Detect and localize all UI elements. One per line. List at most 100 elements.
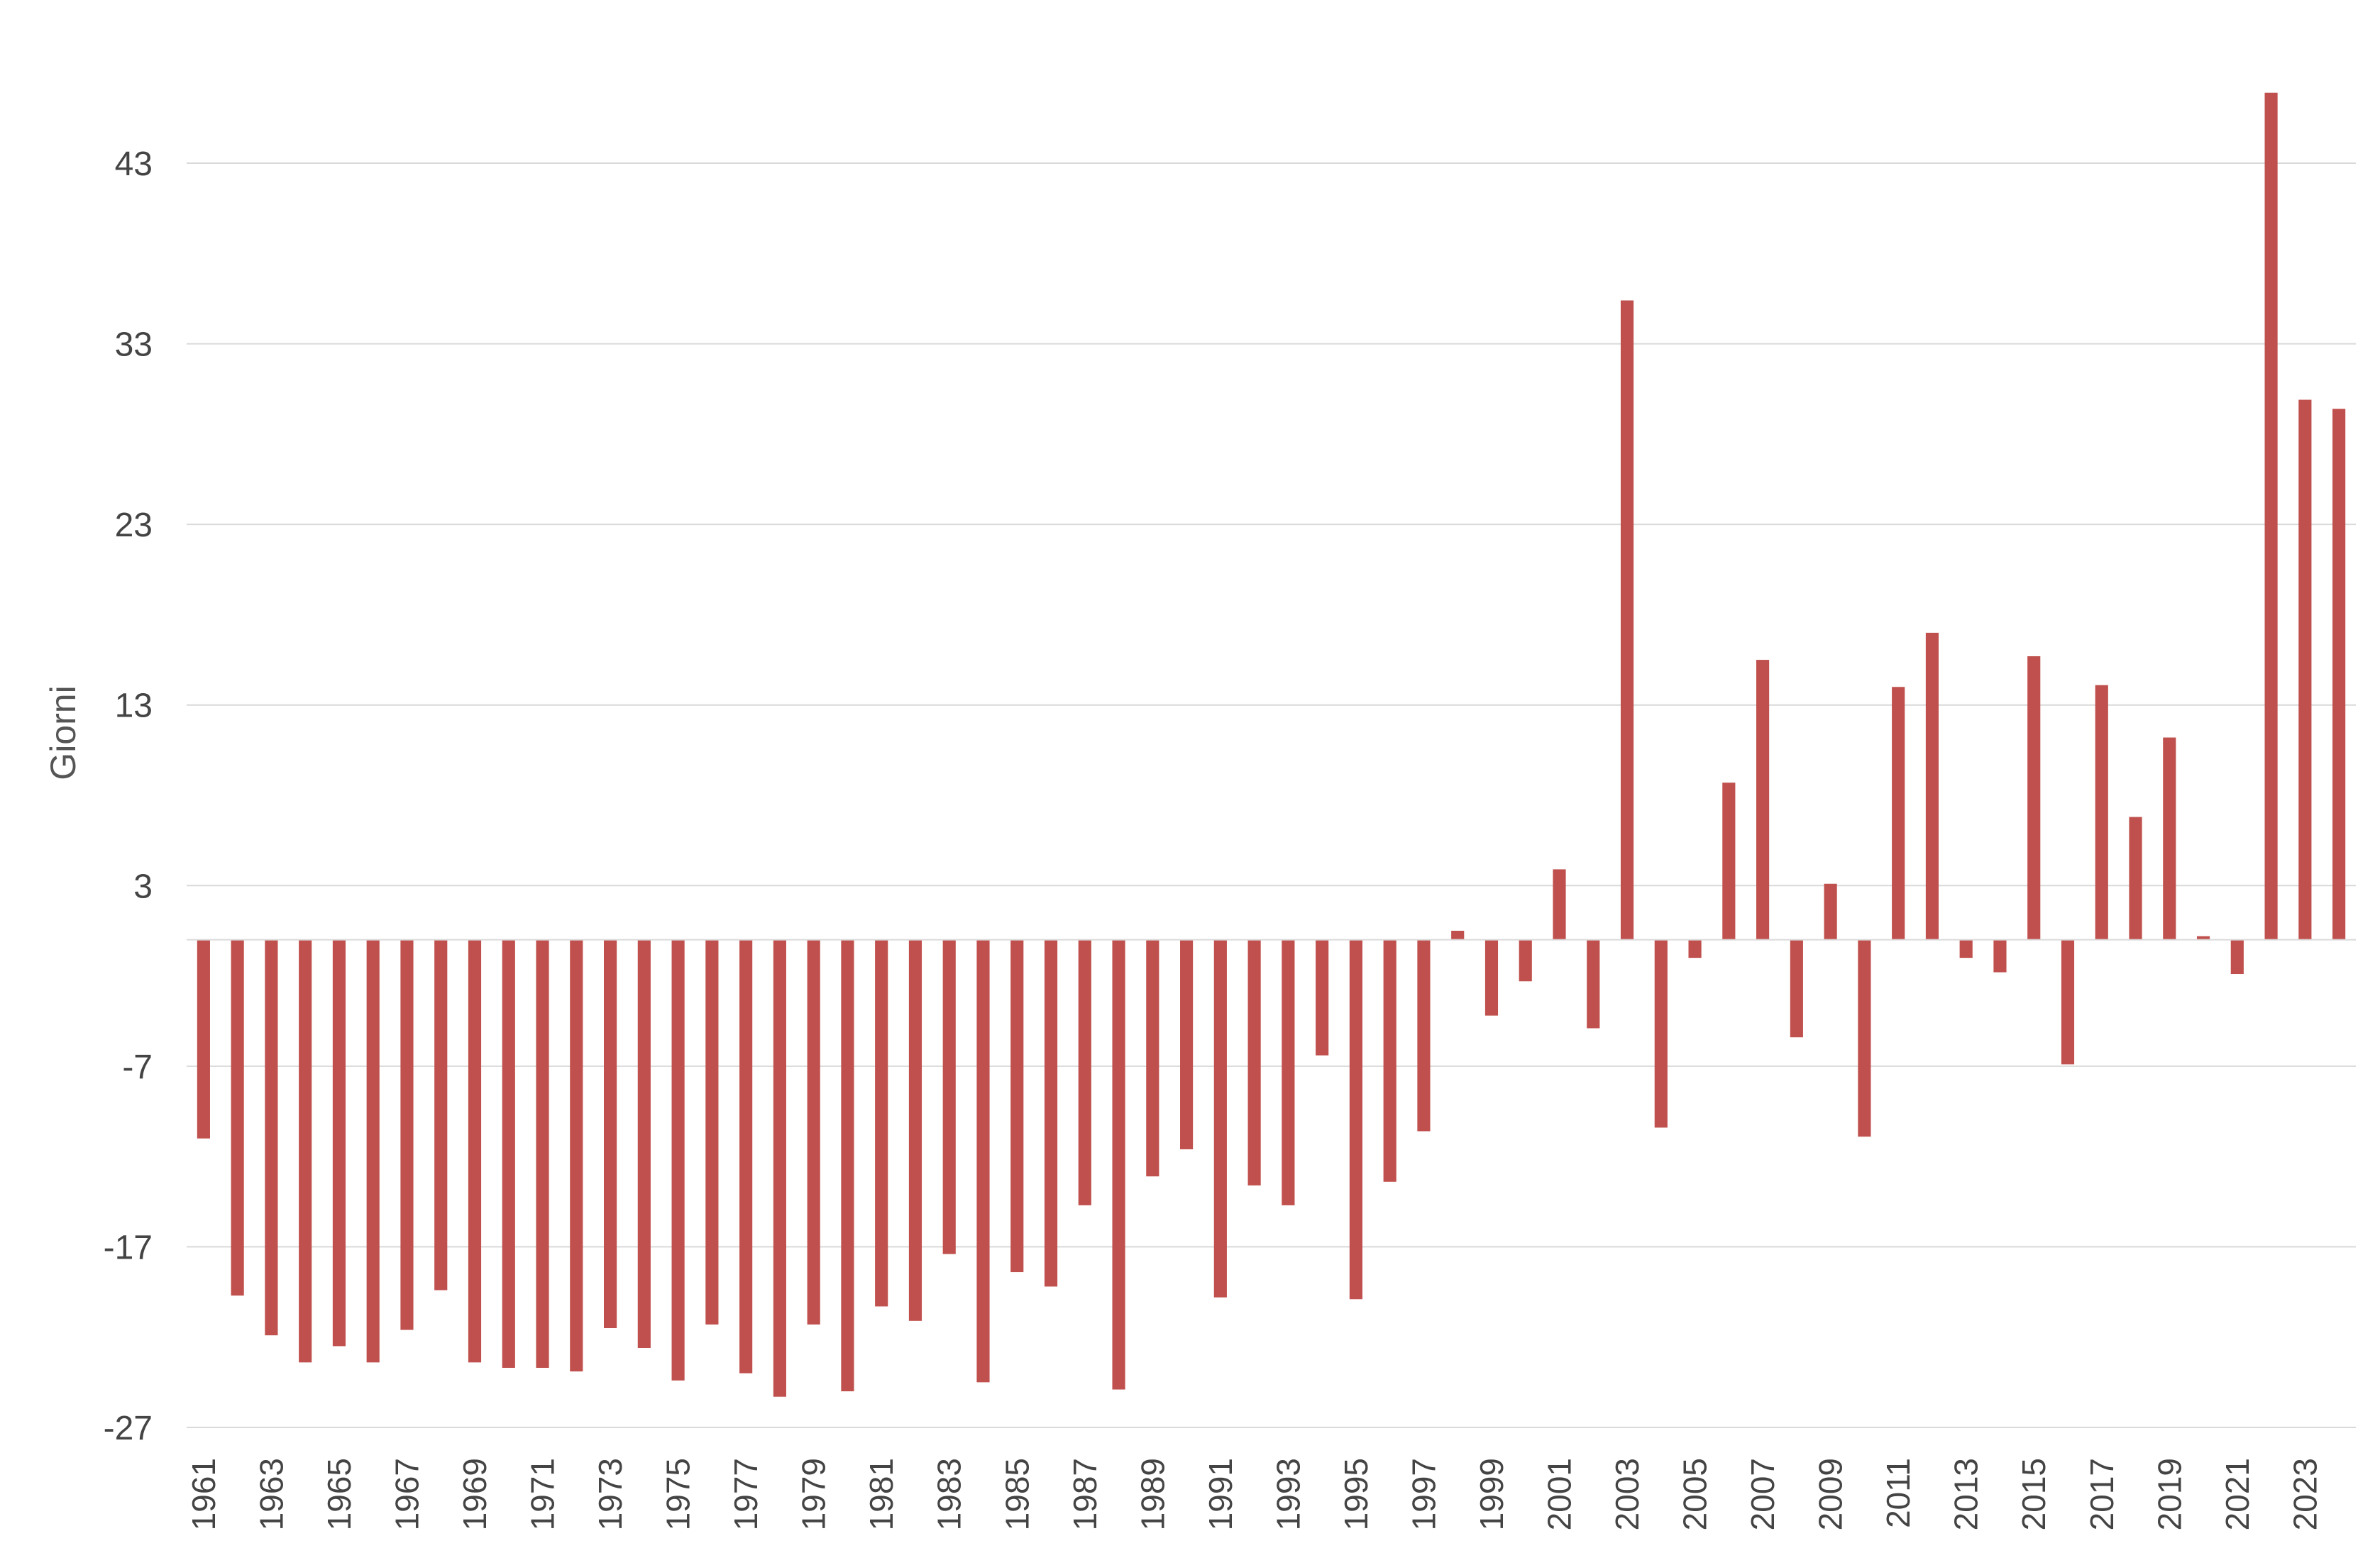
bar-1978 bbox=[773, 939, 786, 1397]
bar-1993 bbox=[1282, 939, 1295, 1205]
x-tick-label: 1981 bbox=[863, 1458, 900, 1530]
bar-1961 bbox=[197, 939, 210, 1139]
x-tick-label: 1987 bbox=[1067, 1458, 1103, 1530]
bar-1966 bbox=[366, 939, 380, 1363]
bar-2005 bbox=[1688, 939, 1702, 958]
x-tick-label: 1967 bbox=[388, 1458, 425, 1530]
bar-1970 bbox=[502, 939, 515, 1368]
bar-2020 bbox=[2196, 936, 2210, 940]
x-tick-label: 2009 bbox=[1812, 1458, 1849, 1530]
bar-1974 bbox=[637, 939, 651, 1348]
bar-1983 bbox=[942, 939, 956, 1254]
bar-1989 bbox=[1146, 939, 1159, 1177]
bar-2003 bbox=[1620, 300, 1634, 940]
x-tick-label: 2013 bbox=[1948, 1458, 1985, 1530]
bar-2023 bbox=[2298, 399, 2312, 940]
y-tick-label: 33 bbox=[115, 326, 153, 364]
bar-1992 bbox=[1247, 939, 1261, 1186]
x-tick-label: 2007 bbox=[1744, 1458, 1781, 1530]
x-tick-label: 2021 bbox=[2219, 1458, 2256, 1530]
bar-2000 bbox=[1519, 939, 1532, 982]
x-tick-label: 2019 bbox=[2151, 1458, 2188, 1530]
bar-1973 bbox=[603, 939, 617, 1328]
bar-2002 bbox=[1587, 939, 1600, 1029]
bar-2022 bbox=[2264, 92, 2278, 940]
bar-2024 bbox=[2332, 409, 2346, 940]
bar-1968 bbox=[434, 939, 448, 1291]
bar-1971 bbox=[536, 939, 549, 1368]
x-tick-label: 1989 bbox=[1134, 1458, 1171, 1530]
x-tick-label: 2017 bbox=[2083, 1458, 2120, 1530]
bar-1975 bbox=[671, 939, 685, 1381]
bar-1991 bbox=[1213, 939, 1227, 1298]
bar-1984 bbox=[976, 939, 990, 1383]
y-tick-label: 43 bbox=[115, 145, 153, 183]
x-tick-label: 1997 bbox=[1405, 1458, 1442, 1530]
x-axis-ticks: 1961 1963 1965 1967 1969 1971 1973 1975 1977 1979… bbox=[185, 1458, 2323, 1530]
bar-1962 bbox=[231, 939, 244, 1296]
bar-2016 bbox=[2061, 939, 2075, 1065]
bar-1987 bbox=[1078, 939, 1091, 1205]
bar-1986 bbox=[1044, 939, 1058, 1287]
bar-2015 bbox=[2027, 656, 2041, 940]
bar-2018 bbox=[2129, 817, 2142, 940]
x-tick-label: 2003 bbox=[1609, 1458, 1646, 1530]
x-tick-label: 1965 bbox=[321, 1458, 358, 1530]
bar-1969 bbox=[468, 939, 482, 1363]
y-tick-label: 23 bbox=[115, 507, 153, 544]
x-tick-label: 1979 bbox=[795, 1458, 832, 1530]
x-tick-label: 1971 bbox=[524, 1458, 561, 1530]
bar-2011 bbox=[1892, 687, 1905, 940]
bar-2009 bbox=[1824, 883, 1837, 940]
x-tick-label: 1969 bbox=[456, 1458, 493, 1530]
bar-1964 bbox=[299, 939, 312, 1363]
bar-2006 bbox=[1722, 783, 1736, 940]
x-tick-label: 2015 bbox=[2015, 1458, 2052, 1530]
bar-2007 bbox=[1756, 660, 1770, 940]
bar-1996 bbox=[1383, 939, 1396, 1182]
bar-1967 bbox=[400, 939, 414, 1330]
y-axis-ticks: 43 33 23 13 3 -7 -17 -27 bbox=[104, 145, 153, 1447]
bar-1965 bbox=[332, 939, 346, 1347]
x-tick-label: 2005 bbox=[1677, 1458, 1714, 1530]
bar-1985 bbox=[1010, 939, 1024, 1273]
bar-1990 bbox=[1180, 939, 1194, 1149]
x-tick-label: 1973 bbox=[592, 1458, 629, 1530]
bar-2021 bbox=[2230, 939, 2244, 975]
y-axis-label: Giorni bbox=[43, 685, 83, 780]
bar-1977 bbox=[739, 939, 753, 1374]
bar-1963 bbox=[265, 939, 278, 1336]
x-tick-label: 2023 bbox=[2286, 1458, 2323, 1530]
y-tick-label: -27 bbox=[104, 1410, 153, 1447]
y-tick-label: -17 bbox=[104, 1229, 153, 1266]
x-tick-label: 1985 bbox=[998, 1458, 1035, 1530]
y-tick-label: 3 bbox=[133, 868, 153, 905]
x-tick-label: 1993 bbox=[1269, 1458, 1306, 1530]
x-tick-label: 2001 bbox=[1541, 1458, 1578, 1530]
x-tick-label: 1961 bbox=[185, 1458, 222, 1530]
bar-2004 bbox=[1654, 939, 1668, 1128]
x-tick-label: 1983 bbox=[931, 1458, 968, 1530]
bar-1981 bbox=[875, 939, 888, 1307]
bar-2019 bbox=[2163, 737, 2176, 940]
x-tick-label: 1975 bbox=[660, 1458, 697, 1530]
x-tick-label: 1991 bbox=[1202, 1458, 1239, 1530]
bar-1998 bbox=[1451, 930, 1465, 940]
bar-1995 bbox=[1349, 939, 1362, 1300]
y-tick-label: -7 bbox=[122, 1049, 153, 1086]
bar-2010 bbox=[1858, 939, 1871, 1137]
bar-1988 bbox=[1112, 939, 1125, 1390]
bar-1976 bbox=[705, 939, 719, 1325]
bar-2001 bbox=[1553, 869, 1566, 940]
x-tick-label: 2011 bbox=[1880, 1458, 1917, 1528]
bar-2008 bbox=[1790, 939, 1803, 1038]
bar-1982 bbox=[908, 939, 922, 1321]
bar-1997 bbox=[1417, 939, 1431, 1132]
bar-1994 bbox=[1316, 939, 1329, 1056]
bar-1999 bbox=[1484, 939, 1499, 1016]
x-tick-label: 1995 bbox=[1338, 1458, 1374, 1530]
y-tick-label: 13 bbox=[115, 687, 153, 725]
bar-2013 bbox=[1959, 939, 1973, 958]
x-tick-label: 1977 bbox=[727, 1458, 764, 1530]
